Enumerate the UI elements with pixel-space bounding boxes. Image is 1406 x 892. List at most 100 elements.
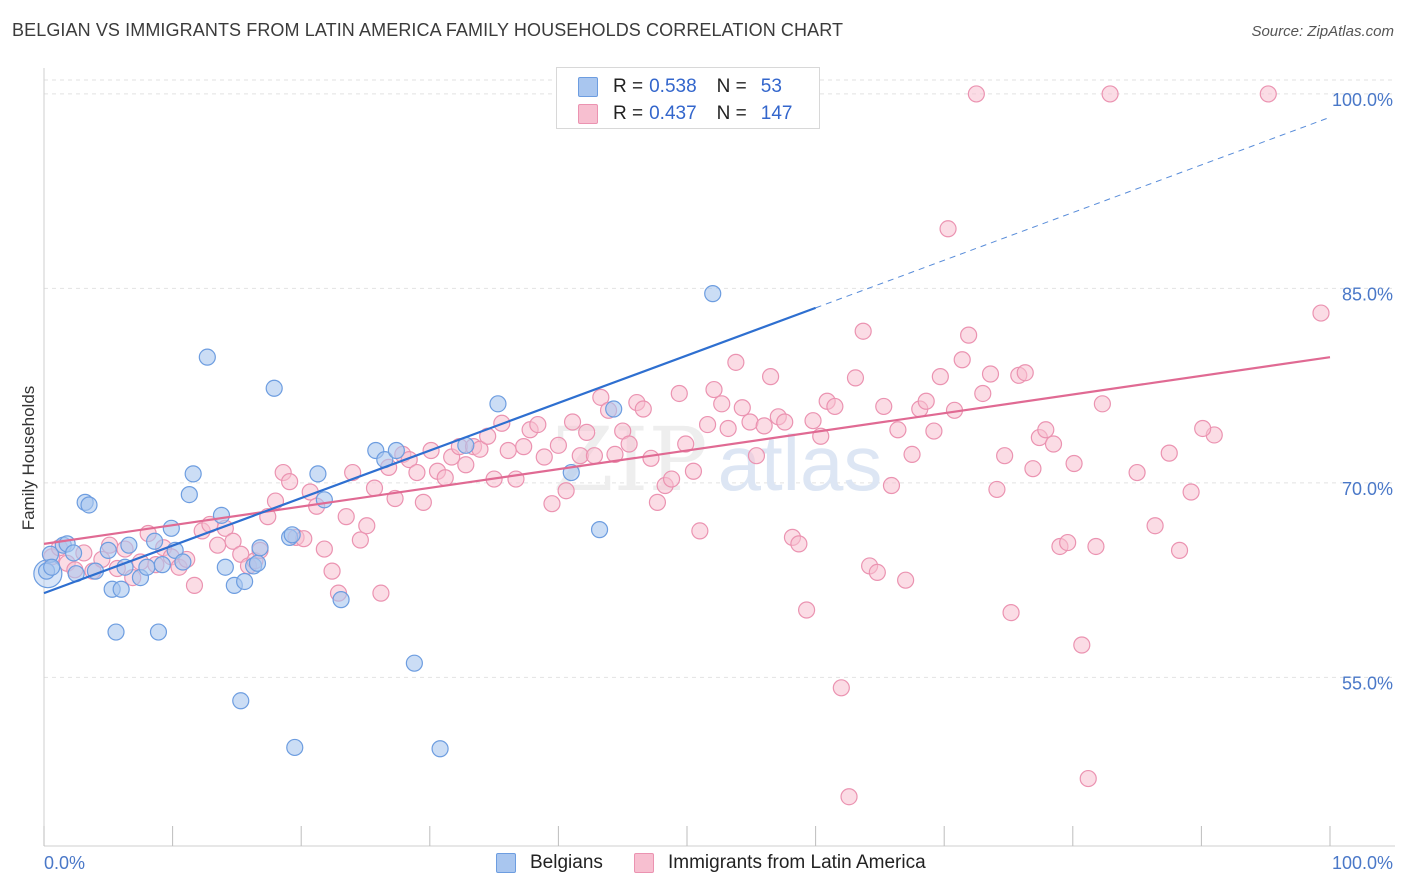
- latin-america-trend-line: [43, 356, 1331, 545]
- latin-america-point: [747, 447, 766, 465]
- latin-america-point: [592, 388, 610, 406]
- belgians-point: [236, 572, 254, 591]
- belgians-point: [248, 554, 267, 572]
- legend-n-label: N =: [716, 76, 747, 97]
- latin-america-point: [974, 384, 992, 403]
- latin-america-point: [1312, 304, 1330, 322]
- latin-america-point: [713, 395, 731, 413]
- y-tick-label: 85.0%: [1342, 284, 1393, 304]
- latin-america-point: [1016, 364, 1034, 382]
- belgians-point: [184, 465, 202, 483]
- latin-america-point: [797, 601, 816, 619]
- latin-america-point: [1059, 533, 1077, 552]
- latin-america-point: [515, 438, 533, 456]
- legend-label-belgians: Belgians: [530, 852, 603, 873]
- latin-america-point: [1182, 483, 1200, 501]
- legend-swatch-blue: [496, 853, 516, 873]
- latin-america-point: [535, 448, 553, 466]
- latin-america-point: [832, 679, 850, 697]
- y-tick-label: 70.0%: [1342, 479, 1393, 499]
- latin-america-point: [917, 392, 935, 410]
- latin-america-point: [662, 470, 681, 488]
- legend-r-value: 0.437: [649, 103, 697, 124]
- latin-america-point: [931, 368, 949, 386]
- latin-america-point: [897, 571, 915, 589]
- series-belgians-points: [33, 285, 722, 758]
- latin-america-point: [761, 368, 780, 386]
- axes: [43, 68, 1395, 847]
- latin-america-point: [315, 540, 333, 558]
- latin-america-point: [1101, 85, 1119, 103]
- latin-america-point: [606, 445, 624, 464]
- latin-america-point: [670, 384, 688, 403]
- latin-america-point: [960, 326, 978, 344]
- latin-america-point: [727, 353, 745, 371]
- belgians-point: [309, 465, 327, 483]
- latin-america-point: [351, 531, 369, 549]
- latin-america-point: [1044, 435, 1063, 453]
- latin-america-point: [365, 479, 384, 497]
- legend-n-value: 147: [760, 103, 793, 124]
- legend-swatch-pink: [634, 853, 654, 873]
- latin-america-point: [224, 532, 242, 550]
- legend-swatch-pink: [578, 104, 598, 124]
- belgians-point: [283, 526, 301, 544]
- latin-america-point: [620, 435, 638, 453]
- latin-america-point: [529, 415, 547, 434]
- latin-america-point: [358, 517, 376, 535]
- latin-america-point: [1259, 85, 1277, 103]
- latin-america-point: [1093, 395, 1111, 413]
- legend-swatch-blue: [578, 77, 598, 97]
- latin-america-point: [996, 447, 1014, 465]
- latin-america-point: [981, 365, 1000, 383]
- latin-america-point: [1073, 636, 1091, 654]
- latin-america-point: [854, 322, 872, 340]
- belgians-point: [251, 539, 269, 557]
- belgians-point: [265, 379, 283, 397]
- latin-america-point: [719, 419, 737, 438]
- latin-america-point: [804, 412, 822, 430]
- belgians-point: [99, 541, 117, 559]
- belgians-point: [332, 591, 350, 609]
- latin-america-point: [543, 495, 561, 513]
- latin-america-point: [677, 435, 695, 453]
- latin-america-point: [1194, 419, 1212, 438]
- belgians-point: [590, 521, 609, 539]
- latin-america-point: [1037, 421, 1055, 439]
- latin-america-point: [889, 421, 907, 439]
- legend-r-label: R =: [613, 76, 644, 97]
- belgians-point: [198, 348, 216, 366]
- latin-america-point: [549, 436, 568, 454]
- latin-america-point: [988, 480, 1006, 499]
- latin-america-point: [939, 220, 957, 238]
- latin-america-point: [414, 493, 432, 511]
- latin-america-point: [372, 584, 390, 602]
- latin-america-point: [755, 417, 773, 435]
- belgians-point: [180, 486, 198, 504]
- latin-america-point: [967, 85, 985, 103]
- belgians-point: [120, 536, 138, 554]
- latin-america-point: [578, 423, 596, 441]
- source-label: Source: ZipAtlas.com: [1251, 23, 1394, 40]
- belgians-point: [153, 556, 171, 574]
- latin-america-point: [776, 413, 794, 431]
- trend-lines: [43, 116, 1331, 595]
- latin-america-point: [634, 400, 652, 418]
- latin-america-point: [698, 415, 717, 434]
- series-latin-america-points: [43, 85, 1330, 806]
- legend-r-value: 0.538: [649, 76, 697, 97]
- latin-america-point: [903, 445, 921, 464]
- latin-america-point: [826, 397, 844, 416]
- belgians-point: [64, 544, 83, 562]
- latin-america-point: [185, 576, 204, 594]
- latin-america-point: [337, 508, 355, 526]
- latin-america-point: [1024, 460, 1042, 478]
- legend-n-label: N =: [716, 103, 747, 124]
- latin-america-point: [281, 473, 299, 491]
- latin-america-point: [684, 462, 703, 480]
- latin-america-point: [499, 441, 517, 460]
- belgians-trend-extension: [815, 116, 1331, 309]
- latin-america-point: [733, 399, 751, 417]
- latin-america-point: [846, 369, 865, 387]
